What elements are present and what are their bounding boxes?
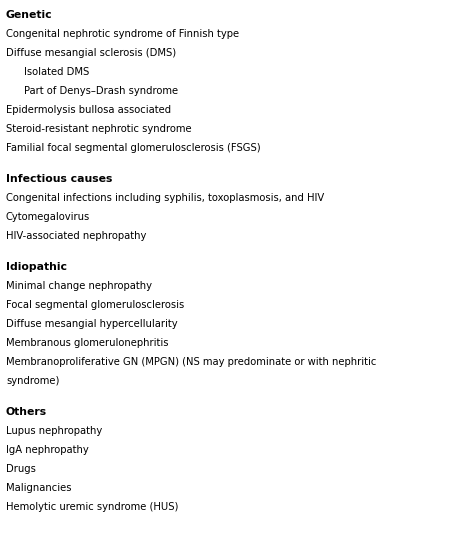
Text: Genetic: Genetic (6, 10, 53, 20)
Text: Part of Denys–Drash syndrome: Part of Denys–Drash syndrome (24, 86, 178, 96)
Text: Membranoproliferative GN (MPGN) (NS may predominate or with nephritic: Membranoproliferative GN (MPGN) (NS may … (6, 357, 376, 367)
Text: Epidermolysis bullosa associated: Epidermolysis bullosa associated (6, 105, 171, 115)
Text: Steroid-resistant nephrotic syndrome: Steroid-resistant nephrotic syndrome (6, 124, 191, 134)
Text: Others: Others (6, 407, 47, 417)
Text: Familial focal segmental glomerulosclerosis (FSGS): Familial focal segmental glomerulosclero… (6, 143, 261, 153)
Text: Cytomegalovirus: Cytomegalovirus (6, 212, 90, 222)
Text: IgA nephropathy: IgA nephropathy (6, 445, 89, 455)
Text: Idiopathic: Idiopathic (6, 262, 67, 272)
Text: Diffuse mesangial sclerosis (DMS): Diffuse mesangial sclerosis (DMS) (6, 48, 176, 58)
Text: Minimal change nephropathy: Minimal change nephropathy (6, 281, 152, 291)
Text: Hemolytic uremic syndrome (HUS): Hemolytic uremic syndrome (HUS) (6, 502, 178, 512)
Text: Diffuse mesangial hypercellularity: Diffuse mesangial hypercellularity (6, 319, 178, 329)
Text: Membranous glomerulonephritis: Membranous glomerulonephritis (6, 338, 168, 348)
Text: Malignancies: Malignancies (6, 483, 72, 493)
Text: Isolated DMS: Isolated DMS (24, 67, 89, 77)
Text: Focal segmental glomerulosclerosis: Focal segmental glomerulosclerosis (6, 300, 184, 310)
Text: HIV-associated nephropathy: HIV-associated nephropathy (6, 231, 146, 241)
Text: Congenital infections including syphilis, toxoplasmosis, and HIV: Congenital infections including syphilis… (6, 193, 324, 203)
Text: Infectious causes: Infectious causes (6, 174, 112, 184)
Text: syndrome): syndrome) (6, 376, 59, 386)
Text: Lupus nephropathy: Lupus nephropathy (6, 426, 102, 436)
Text: Congenital nephrotic syndrome of Finnish type: Congenital nephrotic syndrome of Finnish… (6, 29, 239, 39)
Text: Drugs: Drugs (6, 464, 36, 474)
